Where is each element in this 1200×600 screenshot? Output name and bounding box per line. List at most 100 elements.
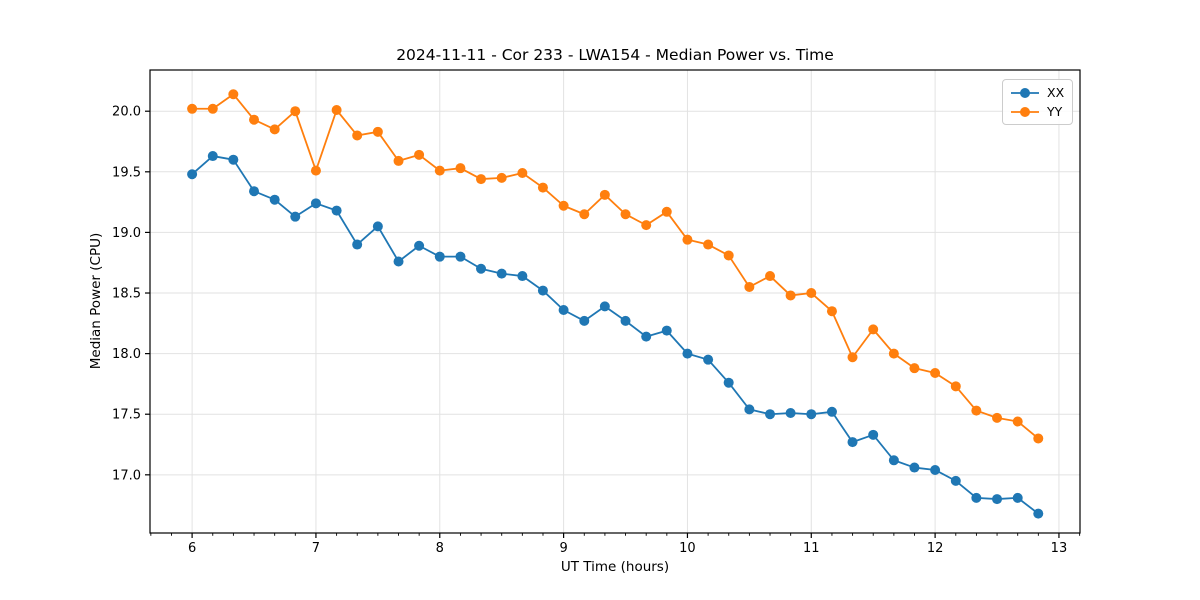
data-point-yy	[187, 103, 198, 114]
data-point-yy	[620, 209, 631, 220]
data-point-xx	[599, 301, 610, 312]
data-point-xx	[579, 315, 590, 326]
data-point-yy	[641, 220, 652, 231]
data-point-yy	[682, 234, 693, 245]
data-point-yy	[269, 124, 280, 135]
data-point-xx	[703, 354, 714, 365]
data-point-yy	[310, 165, 321, 176]
data-point-xx	[847, 437, 858, 448]
data-point-yy	[888, 348, 899, 359]
y-tick-label: 19.0	[112, 226, 141, 241]
data-point-yy	[971, 405, 982, 416]
data-point-yy	[434, 165, 445, 176]
data-point-xx	[372, 221, 383, 232]
legend-label-xx: XX	[1047, 85, 1065, 100]
data-point-xx	[310, 198, 321, 209]
data-point-yy	[372, 126, 383, 137]
data-point-xx	[249, 186, 260, 197]
gridlines	[150, 70, 1080, 533]
data-point-xx	[331, 205, 342, 216]
y-tick-label: 17.5	[112, 408, 141, 423]
data-point-xx	[1033, 508, 1044, 519]
x-tick-label: 9	[559, 541, 567, 556]
data-point-xx	[455, 251, 466, 262]
data-point-yy	[455, 163, 466, 174]
data-point-yy	[1033, 433, 1044, 444]
data-point-xx	[785, 408, 796, 419]
data-point-xx	[888, 455, 899, 466]
data-point-yy	[868, 324, 879, 335]
y-axis-label: Median Power (CPU)	[88, 232, 104, 370]
data-series	[187, 89, 1044, 519]
data-point-yy	[744, 281, 755, 292]
chart-title: 2024-11-11 - Cor 233 - LWA154 - Median P…	[396, 46, 834, 64]
x-tick-label: 12	[927, 541, 944, 556]
x-tick-label: 7	[312, 541, 320, 556]
data-point-yy	[579, 209, 590, 220]
data-point-xx	[228, 154, 239, 165]
data-point-xx	[765, 409, 776, 420]
data-point-yy	[414, 149, 425, 160]
data-point-xx	[434, 251, 445, 262]
data-point-yy	[909, 363, 920, 374]
data-point-yy	[826, 306, 837, 317]
y-tick-label: 18.5	[112, 287, 141, 302]
data-point-yy	[517, 168, 528, 179]
plot-border	[149, 69, 1081, 534]
data-point-yy	[537, 182, 548, 193]
data-point-xx	[269, 194, 280, 205]
data-point-yy	[393, 155, 404, 166]
data-point-yy	[930, 368, 941, 379]
legend: XX YY	[1002, 79, 1074, 125]
legend-line-marker-icon	[1011, 106, 1039, 117]
data-point-xx	[950, 475, 961, 486]
data-point-xx	[517, 271, 528, 282]
data-point-xx	[826, 406, 837, 417]
x-tick-label: 8	[436, 541, 444, 556]
data-point-yy	[703, 239, 714, 250]
series-line-yy	[192, 93, 1039, 440]
data-point-xx	[414, 240, 425, 251]
data-point-yy	[476, 174, 487, 185]
x-tick-label: 10	[679, 541, 696, 556]
data-point-yy	[207, 103, 218, 114]
y-tick-label: 19.5	[112, 165, 141, 180]
axes: 6 7 8 9 10 11 12 13 17.0 17.5 18.0 18.5 19.0 19.5 20.0	[112, 69, 1081, 556]
data-point-xx	[476, 263, 487, 274]
series-line-xx	[191, 155, 1039, 515]
data-point-yy	[1012, 416, 1023, 427]
data-point-yy	[558, 200, 569, 211]
data-point-xx	[744, 404, 755, 415]
data-point-xx	[971, 492, 982, 503]
data-point-xx	[620, 315, 631, 326]
data-point-yy	[847, 352, 858, 363]
data-point-xx	[496, 268, 507, 279]
data-point-yy	[785, 290, 796, 301]
data-point-xx	[1012, 492, 1023, 503]
data-point-yy	[228, 89, 239, 100]
data-point-xx	[290, 211, 301, 222]
data-point-yy	[723, 250, 734, 261]
x-tick-label: 13	[1051, 541, 1068, 556]
data-point-yy	[950, 381, 961, 392]
data-point-xx	[352, 239, 363, 250]
y-tick-label: 17.0	[112, 468, 141, 483]
data-point-yy	[290, 106, 301, 117]
data-point-yy	[352, 130, 363, 141]
data-point-xx	[806, 409, 817, 420]
data-point-yy	[331, 104, 342, 115]
data-point-yy	[599, 189, 610, 200]
data-point-xx	[537, 285, 548, 296]
data-point-yy	[661, 206, 672, 217]
data-point-yy	[249, 114, 260, 125]
data-point-yy	[496, 172, 507, 183]
data-point-xx	[661, 325, 672, 336]
data-point-xx	[641, 331, 652, 342]
x-tick-label: 11	[803, 541, 820, 556]
data-point-xx	[187, 169, 198, 180]
legend-label-yy: YY	[1047, 104, 1063, 119]
legend-item-yy: YY	[1009, 103, 1064, 120]
data-point-xx	[868, 429, 879, 440]
